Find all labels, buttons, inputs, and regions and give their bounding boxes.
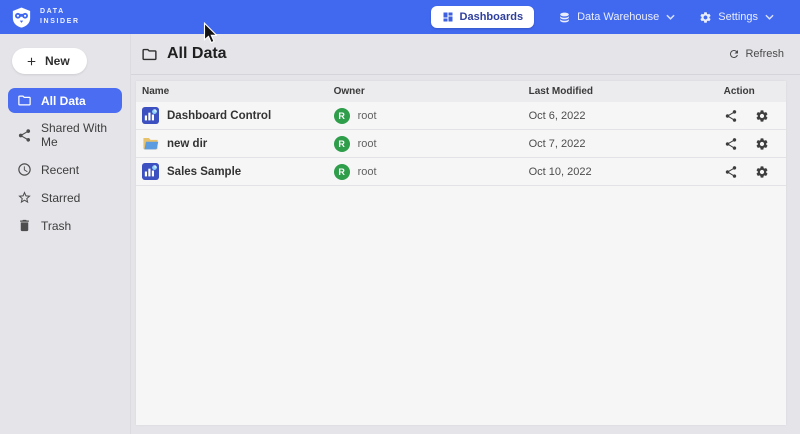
data-warehouse-label: Data Warehouse <box>577 11 660 23</box>
table-row[interactable]: Dashboard Control R root Oct 6, 2022 <box>136 102 786 130</box>
new-button-label: New <box>45 54 70 68</box>
last-modified-value: Oct 10, 2022 <box>528 165 592 178</box>
table-header: Name Owner Last Modified Action <box>136 81 786 102</box>
data-warehouse-menu[interactable]: Data Warehouse <box>558 11 675 24</box>
owner-name: root <box>357 137 377 150</box>
file-name[interactable]: Sales Sample <box>167 165 242 178</box>
column-header-last-modified: Last Modified <box>528 86 594 97</box>
sidebar-item-all-data[interactable]: All Data <box>8 88 122 113</box>
file-name[interactable]: Dashboard Control <box>167 109 272 122</box>
file-name[interactable]: new dir <box>167 137 208 150</box>
database-icon <box>560 12 569 22</box>
dashboards-label: Dashboards <box>459 11 524 23</box>
chevron-down-icon <box>765 14 774 20</box>
sidebar-item-label: Starred <box>41 190 81 205</box>
last-modified-value: Oct 6, 2022 <box>528 109 586 122</box>
clock-icon <box>17 162 32 177</box>
new-button[interactable]: New <box>12 48 87 74</box>
main-content: All Data Refresh Name Owner Last Modifie… <box>130 34 800 434</box>
folder-icon <box>17 93 32 108</box>
brand-text: DATA INSIDER <box>40 7 80 26</box>
sidebar-item-shared-with-me[interactable]: Shared With Me <box>8 116 122 154</box>
owner-name: root <box>357 109 377 122</box>
sidebar-item-recent[interactable]: Recent <box>8 157 122 182</box>
top-navbar: DATA INSIDER Dashboards Data Warehouse S… <box>0 0 800 34</box>
file-table-card: Name Owner Last Modified Action Dashboar… <box>136 81 786 425</box>
sidebar-item-starred[interactable]: Starred <box>8 185 122 210</box>
settings-label: Settings <box>718 11 758 23</box>
sidebar: New All Data Shared With Me Recent Starr… <box>0 34 130 434</box>
sidebar-item-label: Recent <box>41 162 80 177</box>
refresh-button[interactable]: Refresh <box>728 48 784 60</box>
sidebar-item-label: All Data <box>41 93 86 108</box>
refresh-icon <box>730 50 739 58</box>
dashboard-file-icon <box>142 107 159 124</box>
table-row[interactable]: Sales Sample R root Oct 10, 2022 <box>136 158 786 186</box>
dashboards-button[interactable]: Dashboards <box>430 6 535 28</box>
share-button[interactable] <box>724 137 738 151</box>
folder-file-icon <box>142 135 159 152</box>
row-settings-button[interactable] <box>755 109 769 123</box>
sidebar-item-trash[interactable]: Trash <box>8 213 122 238</box>
row-settings-button[interactable] <box>755 165 769 179</box>
table-body: Dashboard Control R root Oct 6, 2022 new… <box>136 102 786 186</box>
settings-menu[interactable]: Settings <box>699 11 774 24</box>
share-button[interactable] <box>724 165 738 179</box>
folder-icon <box>142 48 157 60</box>
owner-name: root <box>357 165 377 178</box>
page-title: All Data <box>167 45 227 62</box>
share-button[interactable] <box>724 109 738 123</box>
star-icon <box>17 190 32 205</box>
row-settings-button[interactable] <box>755 137 769 151</box>
chevron-down-icon <box>666 14 675 20</box>
refresh-label: Refresh <box>745 48 784 60</box>
owner-avatar: R <box>333 135 350 152</box>
sidebar-item-label: Trash <box>41 218 72 233</box>
brand-logo[interactable]: DATA INSIDER <box>10 5 80 30</box>
owner-avatar: R <box>333 107 350 124</box>
gear-icon <box>700 11 711 23</box>
last-modified-value: Oct 7, 2022 <box>528 137 586 150</box>
dashboard-icon <box>443 12 453 22</box>
column-header-name: Name <box>142 86 170 97</box>
table-row[interactable]: new dir R root Oct 7, 2022 <box>136 130 786 158</box>
plus-icon <box>27 57 36 65</box>
column-header-owner: Owner <box>333 86 365 97</box>
top-nav-menu: Dashboards Data Warehouse Settings <box>430 6 774 28</box>
dashboard-file-icon <box>142 163 159 180</box>
content-header: All Data Refresh <box>131 34 800 75</box>
column-header-action: Action <box>723 86 755 97</box>
sidebar-item-label: Shared With Me <box>41 121 108 149</box>
owl-logo-icon <box>12 6 31 28</box>
owner-avatar: R <box>333 163 350 180</box>
trash-icon <box>17 218 32 233</box>
share-icon <box>17 128 32 143</box>
